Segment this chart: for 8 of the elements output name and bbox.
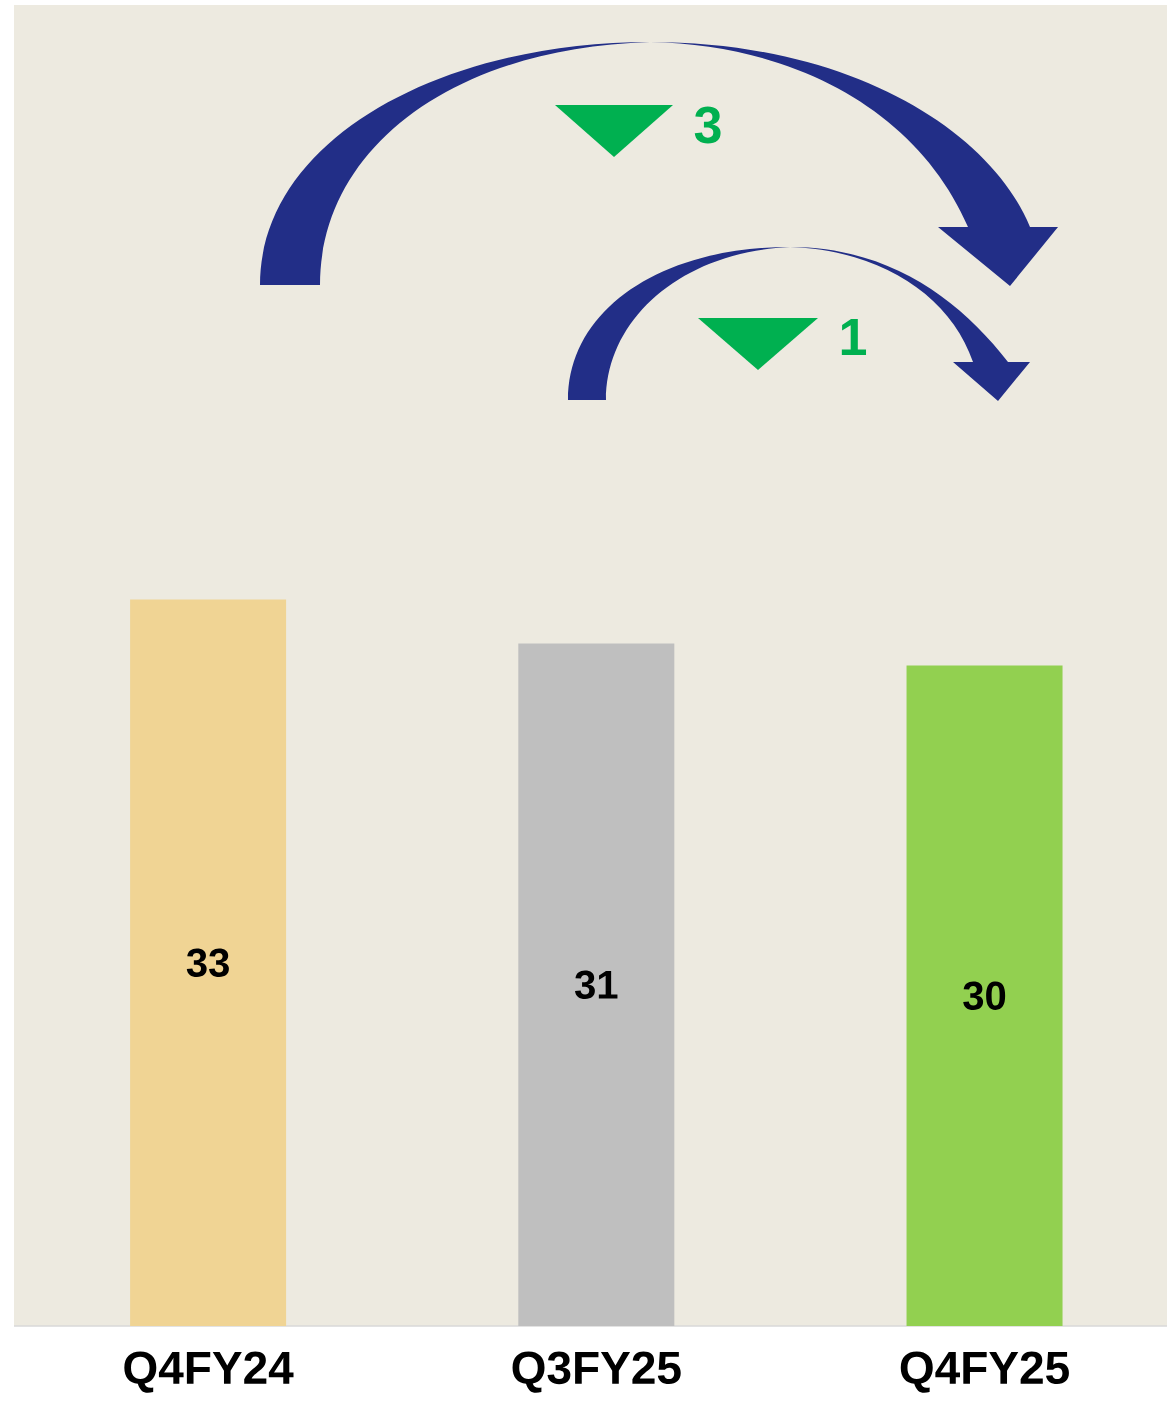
x-tick-label: Q4FY24 xyxy=(124,1351,294,1393)
x-tick-label: Q3FY25 xyxy=(512,1351,681,1393)
annotation: 1 xyxy=(841,319,867,355)
data-label: 30 xyxy=(963,981,1006,1010)
annotation: 3 xyxy=(694,106,721,144)
data-label: 31 xyxy=(575,970,618,999)
data-label: 33 xyxy=(186,948,230,977)
x-tick-label: Q4FY25 xyxy=(900,1351,1070,1393)
